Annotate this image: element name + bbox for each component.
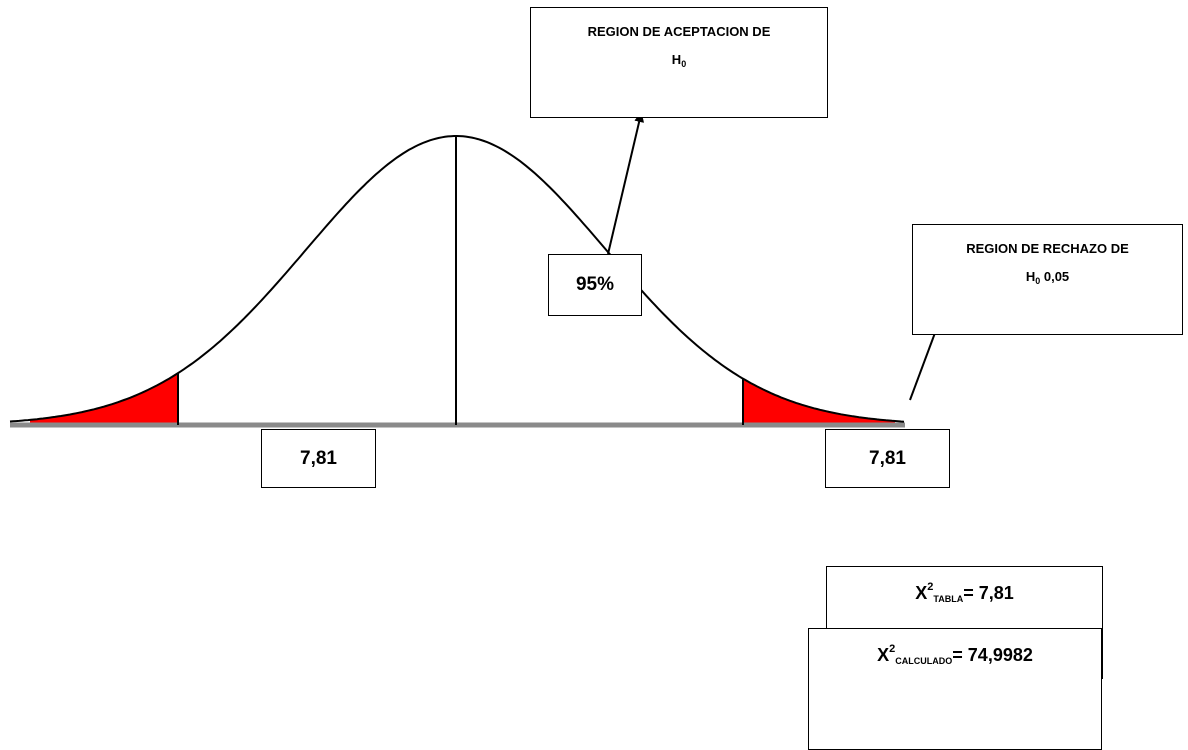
rejection-region-box: REGION DE RECHAZO DE H0 0,05 [912, 224, 1183, 335]
h-subscript: 0 [681, 59, 687, 69]
rejection-region-h0: H0 0,05 [913, 263, 1182, 295]
x2-calculado-subscript: CALCULADO [895, 656, 953, 666]
critical-value-right-box: 7,81 [825, 429, 950, 488]
percent-box: 95% [548, 254, 642, 316]
acceptance-region-h0: H0 [531, 46, 827, 78]
x2-calculado-value: = 74,9982 [952, 645, 1033, 665]
h-letter: H [671, 52, 682, 67]
rejection-region-title: REGION DE RECHAZO DE [966, 241, 1129, 256]
critical-value-left-box: 7,81 [261, 429, 376, 488]
left-rejection-region [30, 373, 178, 425]
right-rejection-region [743, 378, 895, 425]
x2-tabla-value: = 7,81 [963, 583, 1014, 603]
x2-power: 2 [889, 643, 896, 655]
alpha-value: 0,05 [1040, 269, 1070, 284]
x2-calculado-box: X2CALCULADO= 74,9982 [808, 628, 1102, 750]
x2-symbol: X [877, 645, 890, 665]
x2-power: 2 [927, 581, 934, 593]
critical-value-right: 7,81 [869, 447, 906, 469]
x2-tabla-subscript: TABLA [933, 594, 964, 604]
critical-value-left: 7,81 [300, 447, 337, 469]
h-letter: H [1025, 269, 1036, 284]
acceptance-region-box: REGION DE ACEPTACION DE H0 [530, 7, 828, 118]
percent-label: 95% [575, 274, 615, 295]
h-subscript: 0 [1035, 276, 1041, 286]
acceptance-region-title: REGION DE ACEPTACION DE [587, 24, 771, 39]
acceptance-arrow [607, 112, 645, 255]
x2-symbol: X [915, 583, 928, 603]
